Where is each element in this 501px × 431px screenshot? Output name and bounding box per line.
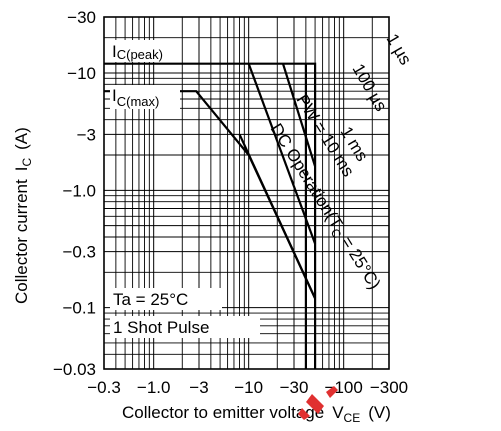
dc-label-rest: = 25°C) <box>335 229 385 293</box>
x-tick-label-6: −300 <box>370 378 408 397</box>
y-tick-label-5: −10 <box>67 64 96 83</box>
series-line-4 <box>104 62 317 369</box>
x-tick-label-2: −3 <box>189 378 208 397</box>
y-axis-unit: (A) <box>12 127 31 150</box>
pulse-bg <box>110 316 260 338</box>
ic-max-bg <box>110 85 180 109</box>
ic-max-main: I <box>112 86 117 105</box>
y-tick-label-4: −3 <box>77 125 96 144</box>
logo-mark <box>298 386 338 420</box>
x-axis-unit: (V) <box>368 403 391 422</box>
series-line-2 <box>247 63 317 245</box>
ic-peak-main: I <box>112 42 117 61</box>
series-line-3 <box>281 63 317 167</box>
x-tick-label-1: −1.0 <box>137 378 171 397</box>
label-100us: 100 µs <box>349 61 391 115</box>
ta-label: Ta = 25°C <box>113 290 188 309</box>
x-tick-label-0: −0.3 <box>87 378 121 397</box>
grid <box>103 16 390 370</box>
x-tick-label-4: −30 <box>280 378 309 397</box>
ic-max-label: IC(max) <box>112 86 159 109</box>
y-axis-symbol: I <box>12 167 31 172</box>
y-axis-subscript: C <box>20 158 34 167</box>
x-axis-title-text: Collector to emitter voltage <box>122 403 324 422</box>
ic-peak-label: IC(peak) <box>112 42 163 62</box>
ic-max-sub: C(max) <box>117 94 160 109</box>
y-tick-label-6: −30 <box>67 8 96 27</box>
label-1us: 1 µs <box>383 31 416 69</box>
y-tick-label-3: −1.0 <box>62 181 96 200</box>
series-line-1 <box>238 133 317 299</box>
tick-labels: −0.3 −1.0 −3 −10 −30 −100 −300−0.03−0.1−0.3−1.… <box>53 8 408 397</box>
x-axis-symbol: V <box>332 403 344 422</box>
x-axis-title: Collector to emitter voltage VCE (V) <box>122 403 391 425</box>
ic-peak-sub: C(peak) <box>117 47 163 62</box>
x-tick-label-3: −10 <box>234 378 263 397</box>
ta-bg <box>110 288 222 310</box>
x-axis-subscript: CE <box>344 411 361 425</box>
plot-frame <box>103 16 390 370</box>
y-axis-title-text: Collector current <box>12 179 31 304</box>
y-tick-label-2: −0.3 <box>62 243 96 262</box>
y-axis-title: Collector current IC (A) <box>12 127 34 304</box>
y-tick-label-0: −0.03 <box>53 360 96 379</box>
ic-peak-bg <box>110 40 180 62</box>
y-tick-label-1: −0.1 <box>62 299 96 318</box>
pulse-label: 1 Shot Pulse <box>113 318 209 337</box>
